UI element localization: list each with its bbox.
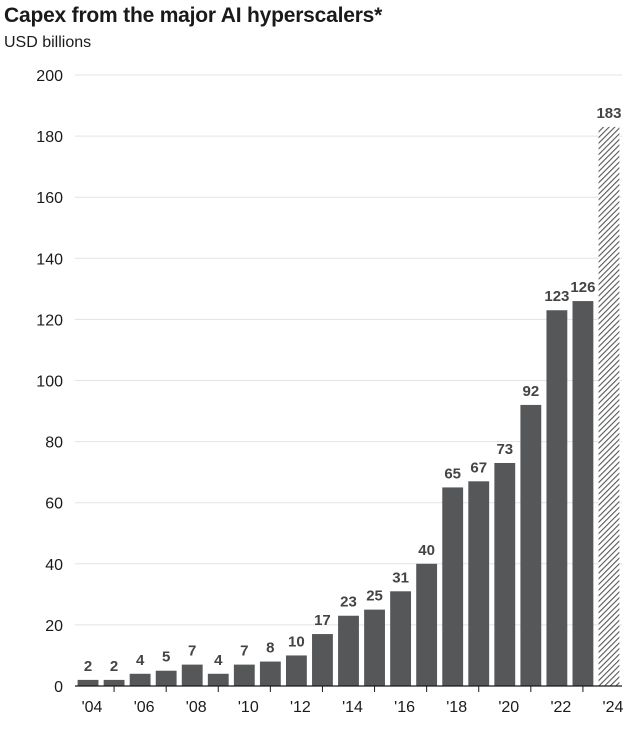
x-tick-label: '08 (186, 699, 207, 716)
y-tick-label: 120 (36, 312, 63, 329)
y-axis-ticks: 0 20 40 60 80 100 120 140 160 180 200 (36, 68, 63, 696)
data-label: 25 (366, 588, 383, 605)
chart-subtitle: USD billions (4, 34, 92, 51)
bar (77, 679, 99, 686)
bar (233, 664, 255, 686)
data-label: 5 (162, 649, 170, 666)
data-label: 65 (444, 465, 461, 482)
data-label: 126 (570, 279, 595, 296)
data-label: 8 (266, 640, 274, 657)
data-label: 10 (288, 633, 305, 650)
data-label: 40 (418, 542, 435, 559)
bar (312, 634, 333, 686)
data-label: 67 (470, 459, 487, 476)
data-label: 7 (240, 643, 248, 660)
bars (77, 126, 620, 686)
x-tick-label: '06 (134, 699, 155, 716)
data-label: 123 (544, 288, 569, 305)
y-tick-label: 160 (36, 190, 63, 207)
bar (259, 661, 281, 686)
y-tick-label: 200 (36, 68, 63, 85)
data-label: 73 (496, 441, 513, 458)
data-label: 7 (188, 643, 196, 660)
x-tick-label: '10 (238, 699, 259, 716)
bar (390, 591, 412, 686)
data-label: 183 (596, 105, 621, 122)
bar (468, 481, 490, 686)
bar (494, 462, 516, 686)
data-label: 2 (84, 658, 92, 675)
y-tick-label: 80 (45, 435, 63, 452)
x-tick-label: '22 (550, 699, 571, 716)
y-tick-label: 0 (54, 679, 63, 696)
bar (207, 673, 229, 686)
x-axis: '04 '06 '08 '10 '12 '14 '16 '18 '20 '22 '24 (75, 685, 624, 716)
data-label: 92 (522, 383, 539, 400)
bar (572, 301, 594, 686)
bar (416, 563, 438, 686)
data-label: 23 (340, 594, 357, 611)
bar (520, 404, 542, 686)
chart-title: Capex from the major AI hyperscalers* (4, 4, 383, 27)
y-tick-label: 20 (45, 618, 63, 635)
data-label: 31 (392, 569, 409, 586)
y-tick-label: 40 (45, 557, 63, 574)
x-tick-label: '16 (394, 699, 415, 716)
bar (598, 126, 620, 686)
bar (155, 670, 177, 686)
bar (181, 664, 203, 686)
data-label: 2 (110, 658, 118, 675)
x-tick-label: '20 (498, 699, 519, 716)
bar (285, 655, 307, 686)
y-tick-label: 100 (36, 374, 63, 391)
bar (546, 310, 568, 686)
bar (338, 615, 359, 686)
x-tick-label: '04 (82, 699, 103, 716)
data-label: 17 (314, 612, 331, 629)
y-tick-label: 180 (36, 129, 63, 146)
x-tick-label: '24 (603, 699, 624, 716)
bar (129, 673, 151, 686)
bar (442, 487, 464, 686)
data-label: 4 (214, 652, 223, 669)
x-tick-label: '18 (446, 699, 467, 716)
y-tick-label: 60 (45, 496, 63, 513)
y-tick-label: 140 (36, 251, 63, 268)
data-label: 4 (136, 652, 145, 669)
x-tick-label: '14 (342, 699, 363, 716)
x-tick-label: '12 (290, 699, 311, 716)
bar (364, 609, 385, 686)
bar (103, 679, 125, 686)
